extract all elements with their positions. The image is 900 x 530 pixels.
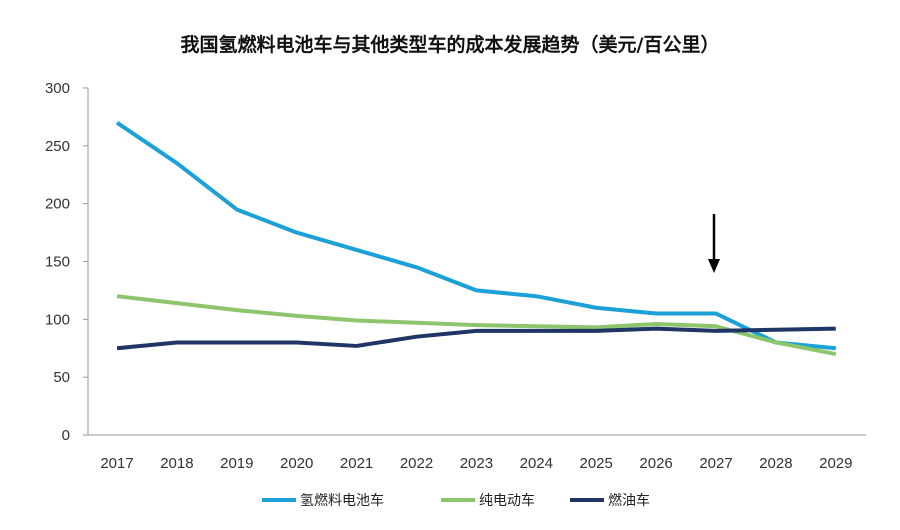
x-tick-label: 2028 <box>759 455 792 472</box>
legend-label: 氢燃料电池车 <box>300 492 384 509</box>
x-tick-label: 2025 <box>580 455 613 472</box>
y-tick-label: 250 <box>45 138 70 155</box>
legend-label: 纯电动车 <box>479 492 535 509</box>
y-tick-label: 200 <box>45 196 70 213</box>
x-tick-label: 2022 <box>400 455 433 472</box>
x-tick-label: 2017 <box>100 455 133 472</box>
legend-label: 燃油车 <box>608 492 650 509</box>
annotation-arrow-head <box>708 259 720 273</box>
x-tick-label: 2019 <box>220 455 253 472</box>
x-tick-label: 2021 <box>340 455 373 472</box>
x-tick-label: 2018 <box>160 455 193 472</box>
series-line-1 <box>116 294 837 356</box>
series-line-0 <box>115 121 836 351</box>
y-tick-label: 150 <box>45 254 70 271</box>
x-tick-label: 2029 <box>819 455 852 472</box>
x-tick-label: 2026 <box>639 455 672 472</box>
series-line-2 <box>116 326 836 351</box>
y-tick-label: 0 <box>62 427 70 444</box>
y-tick-label: 300 <box>45 80 70 97</box>
x-tick-label: 2024 <box>520 455 553 472</box>
x-tick-label: 2020 <box>280 455 313 472</box>
x-tick-label: 2023 <box>460 455 493 472</box>
chart-title: 我国氢燃料电池车与其他类型车的成本发展趋势（美元/百公里） <box>180 34 720 56</box>
x-tick-label: 2027 <box>699 455 732 472</box>
y-tick-label: 50 <box>53 369 70 386</box>
y-tick-label: 100 <box>45 311 70 328</box>
